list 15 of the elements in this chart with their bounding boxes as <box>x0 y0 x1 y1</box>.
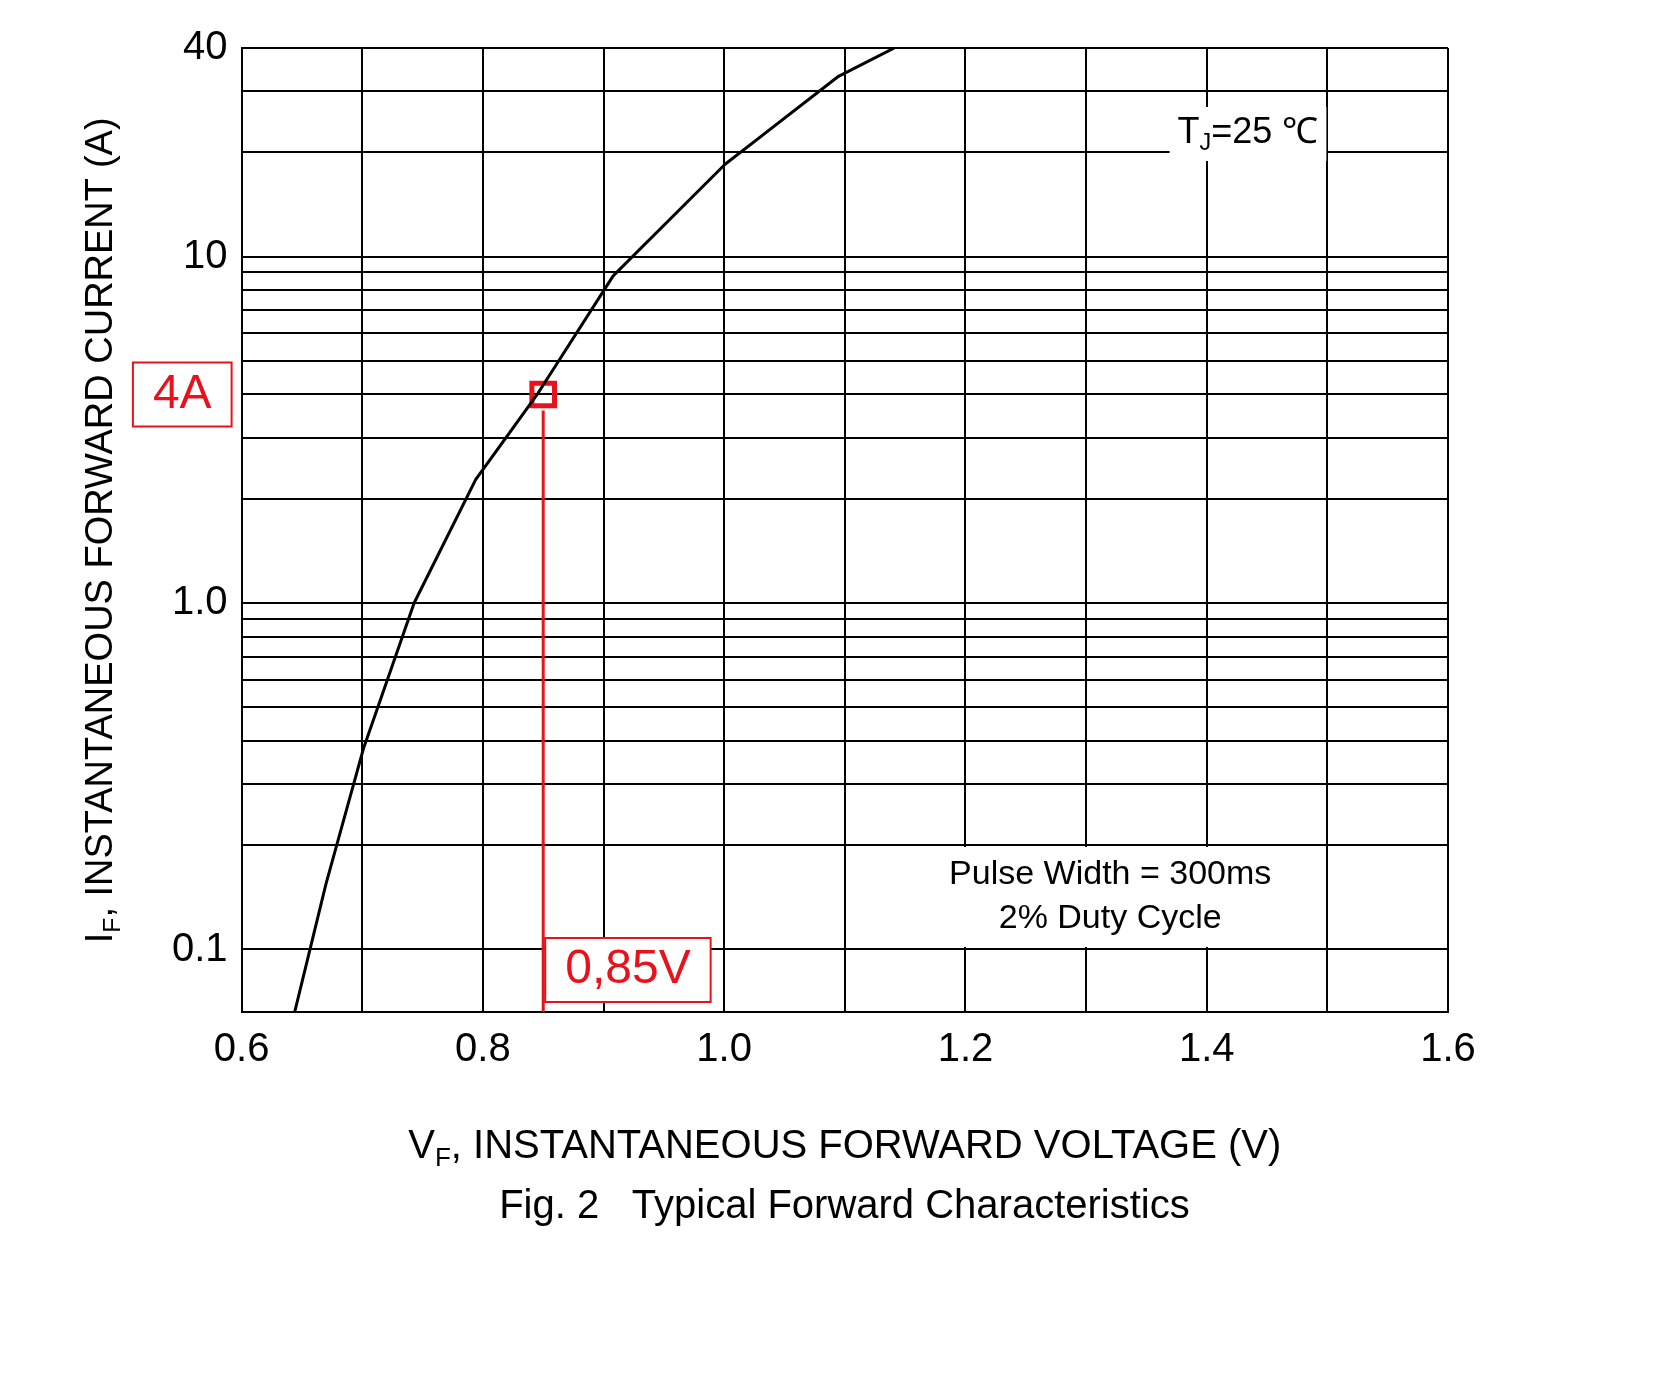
x-tick-label: 0.6 <box>213 1025 270 1070</box>
caption: Fig. 2 Typical Forward Characteristics <box>499 1182 1190 1227</box>
x-tick-label: 1.0 <box>696 1025 752 1070</box>
y-tick-label: 10 <box>183 231 228 276</box>
annotation: Pulse Width = 300ms 2% Duty Cycle <box>949 853 1272 936</box>
y-axis-title: IF, INSTANTANEOUS FORWARD CURRENT (A) <box>78 117 125 944</box>
y-tick-label: 40 <box>183 23 228 68</box>
x-tick-label: 0.8 <box>455 1025 511 1070</box>
x-tick-label: 1.2 <box>937 1025 994 1070</box>
x-tick-label: 1.4 <box>1178 1025 1235 1070</box>
text: 4A <box>152 364 212 418</box>
y-tick-label: 1.0 <box>172 578 228 623</box>
x-tick-label: 1.6 <box>1420 1025 1476 1070</box>
annotation: 0,85V <box>565 940 691 994</box>
y-tick-label: 0.1 <box>172 924 228 969</box>
